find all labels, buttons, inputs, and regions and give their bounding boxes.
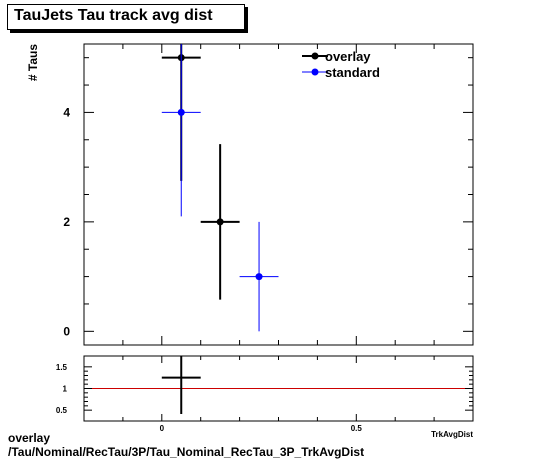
legend-marker-overlay	[311, 52, 319, 60]
legend-label-overlay: overlay	[325, 49, 371, 64]
main-ylabel: # Taus	[26, 44, 40, 81]
ratio-series-ratio	[161, 356, 201, 414]
main-ytick-label: 0	[63, 324, 70, 338]
ratio-ytick-label: 0.5	[56, 406, 68, 415]
main-frame	[83, 43, 474, 346]
ratio-ytick-label: 1	[63, 385, 68, 394]
footer-line-1: overlay	[8, 431, 51, 445]
legend-label-standard: standard	[325, 65, 380, 80]
main-ytick-label: 2	[63, 215, 70, 229]
overlay-point	[216, 218, 224, 226]
series-standard	[161, 44, 279, 332]
legend-marker-standard	[311, 68, 319, 76]
ratio-ytick-label: 1.5	[56, 363, 68, 372]
chart-title: TauJets Tau track avg dist	[14, 7, 213, 24]
footer-caption: overlay /Tau/Nominal/RecTau/3P/Tau_Nomin…	[8, 431, 364, 459]
standard-point	[177, 108, 185, 116]
footer-line-2: /Tau/Nominal/RecTau/3P/Tau_Nominal_RecTa…	[8, 445, 365, 459]
series-overlay	[161, 44, 240, 300]
main-ytick-label: 4	[63, 105, 70, 119]
ratio-xtick-label: 0	[160, 424, 165, 433]
title-box: TauJets Tau track avg dist	[7, 4, 245, 30]
standard-point	[255, 273, 263, 281]
ratio-xtick-label: 0.5	[351, 424, 363, 433]
ratio-xlabel: TrkAvgDist	[431, 430, 473, 439]
